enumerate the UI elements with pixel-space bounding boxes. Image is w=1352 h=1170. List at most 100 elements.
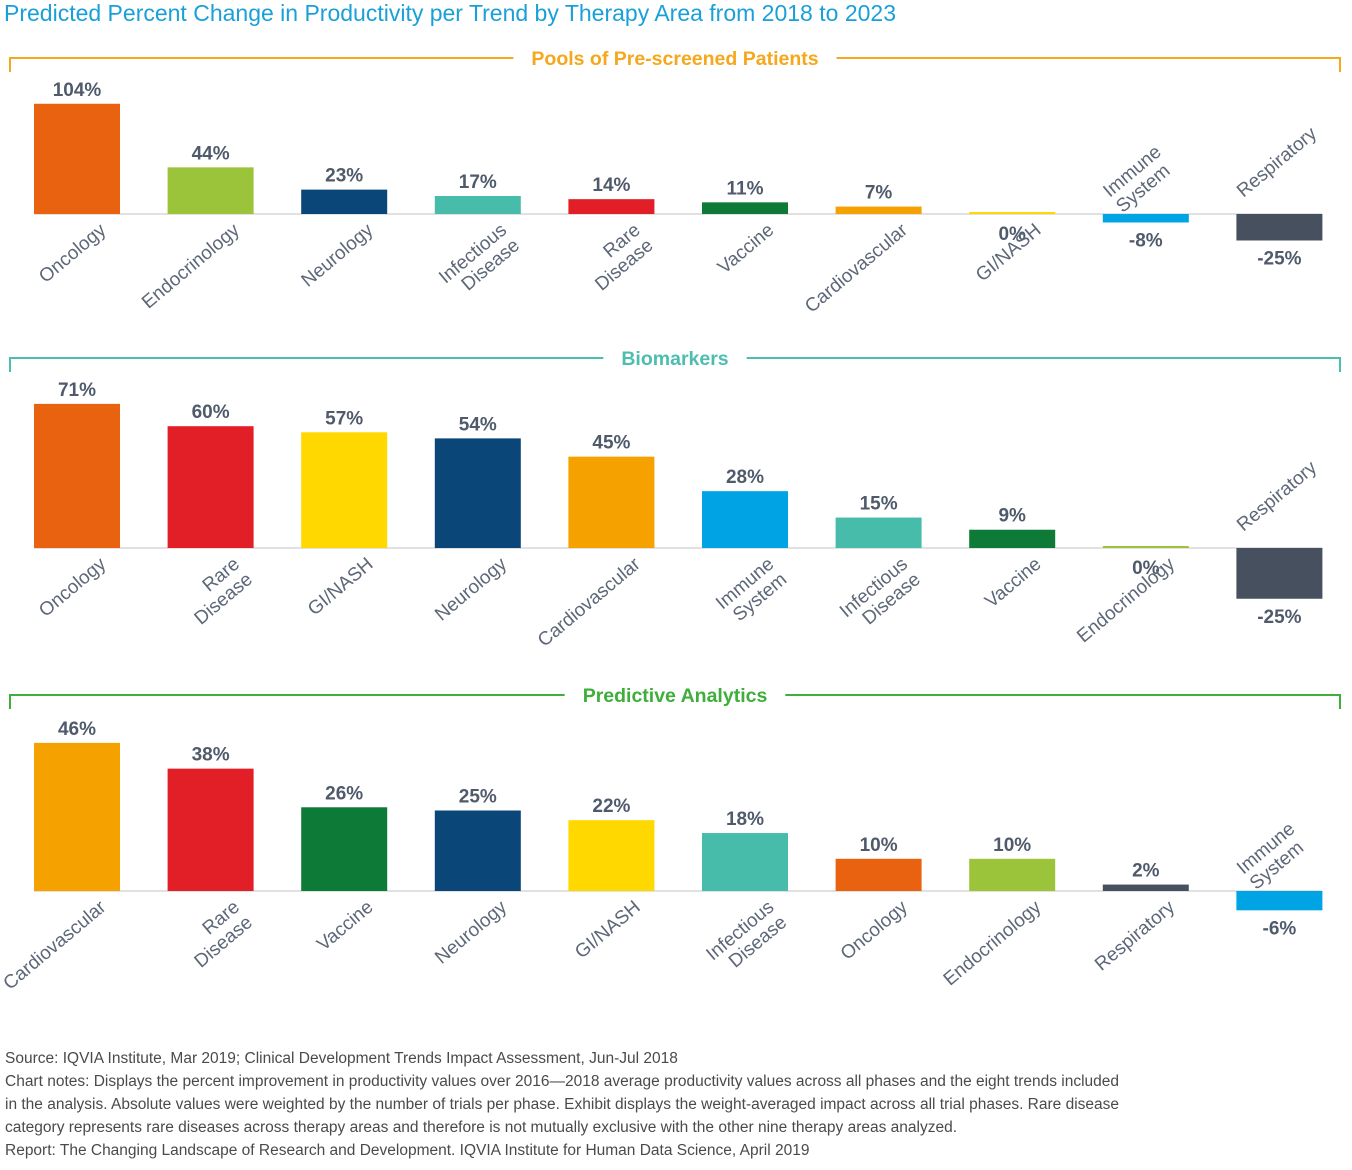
value-label: 17% <box>459 172 497 193</box>
panel-pools-of-pre-screened-patients: Pools of Pre-screened Patients 104% Oncolo… <box>9 48 1341 317</box>
bar-rare-disease <box>167 768 254 891</box>
panel-title: Predictive Analytics <box>583 685 768 707</box>
panel-title: Pools of Pre-screened Patients <box>531 48 818 70</box>
value-label: 18% <box>726 809 764 830</box>
bar-respiratory <box>1236 214 1323 241</box>
chart-note-line-2: in the analysis. Absolute values were we… <box>5 1096 1120 1113</box>
bar-vaccine <box>702 202 788 214</box>
category-label-respiratory: Respiratory <box>1091 896 1179 975</box>
category-label-infectious-disease: InfectiousDisease <box>435 220 524 304</box>
value-label: 7% <box>865 183 893 204</box>
value-label: 26% <box>325 783 363 804</box>
panel-biomarkers: Biomarkers 71% Oncology 60% RareDisease 57% GI… <box>9 348 1341 651</box>
bar-neurology <box>434 438 521 548</box>
category-label-immune-system: ImmuneSystem <box>1233 819 1312 895</box>
bar-infectious-disease <box>835 517 922 548</box>
value-label: 45% <box>592 433 630 454</box>
bar-cardiovascular <box>835 206 922 214</box>
category-label-oncology: Oncology <box>837 896 912 964</box>
category-label-endocrinology: Endocrinology <box>1073 553 1179 647</box>
category-label-endocrinology: Endocrinology <box>138 219 244 313</box>
bar-neurology <box>434 810 521 891</box>
bar-cardiovascular <box>34 742 120 891</box>
value-label: 10% <box>993 835 1031 856</box>
value-label: 57% <box>325 408 363 429</box>
bar-vaccine <box>969 529 1056 548</box>
panel-frame-right <box>836 57 1341 72</box>
bar-immune-system <box>1102 214 1189 223</box>
bar-cardiovascular <box>568 456 655 548</box>
footnotes: Source: IQVIA Institute, Mar 2019; Clini… <box>5 1047 1325 1162</box>
category-label-cardiovascular: Cardiovascular <box>534 553 645 651</box>
category-label-endocrinology: Endocrinology <box>940 896 1046 990</box>
category-label-cardiovascular: Cardiovascular <box>0 896 111 994</box>
value-label: 23% <box>325 166 363 187</box>
value-label: -6% <box>1263 918 1297 939</box>
bar-oncology <box>34 103 120 214</box>
value-label: -8% <box>1129 230 1163 251</box>
value-label: 0% <box>998 224 1026 245</box>
category-label-vaccine: Vaccine <box>313 897 377 956</box>
category-label-infectious-disease: InfectiousDisease <box>702 897 791 981</box>
bar-endocrinology <box>1102 546 1189 548</box>
source-note: Source: IQVIA Institute, Mar 2019; Clini… <box>5 1050 678 1067</box>
bar-infectious-disease <box>434 195 521 214</box>
value-label: 44% <box>192 143 230 164</box>
category-label-oncology: Oncology <box>35 553 110 621</box>
bar-endocrinology <box>969 858 1056 891</box>
bar-oncology <box>34 403 120 548</box>
value-label: 60% <box>192 402 230 423</box>
bar-endocrinology <box>167 167 254 214</box>
value-label: 10% <box>860 835 898 856</box>
panel-frame-left <box>9 694 565 709</box>
report-note: Report: The Changing Landscape of Resear… <box>5 1142 810 1159</box>
bar-infectious-disease <box>702 833 788 891</box>
category-label-cardiovascular: Cardiovascular <box>801 219 912 317</box>
value-label: 28% <box>726 467 764 488</box>
bar-respiratory <box>1236 548 1323 599</box>
chart-note-line-1: Chart notes: Displays the percent improv… <box>5 1073 1120 1090</box>
value-label: 46% <box>58 719 96 740</box>
category-label-rare-disease: RareDisease <box>178 897 257 973</box>
panel-frame-left <box>9 357 604 372</box>
bar-immune-system <box>1236 891 1323 911</box>
value-label: 15% <box>860 494 898 515</box>
category-label-immune-system: ImmuneSystem <box>1100 142 1179 218</box>
value-label: 38% <box>192 745 230 766</box>
category-label-infectious-disease: InfectiousDisease <box>836 554 925 638</box>
category-label-respiratory: Respiratory <box>1233 457 1321 536</box>
chart-note-line-3: category represents rare diseases across… <box>5 1119 958 1136</box>
category-label-gi-nash: GI/NASH <box>304 554 377 620</box>
category-label-vaccine: Vaccine <box>981 554 1045 613</box>
value-label: 0% <box>1132 558 1160 579</box>
panel-frame-right <box>785 694 1341 709</box>
value-label: 2% <box>1132 861 1160 882</box>
value-label: 71% <box>58 380 96 401</box>
bar-neurology <box>301 189 388 214</box>
category-label-neurology: Neurology <box>298 219 378 291</box>
bar-respiratory <box>1102 884 1189 891</box>
bar-oncology <box>835 858 922 891</box>
category-label-neurology: Neurology <box>431 553 511 625</box>
category-label-neurology: Neurology <box>431 896 511 968</box>
value-label: 104% <box>53 80 102 101</box>
category-label-vaccine: Vaccine <box>714 220 778 279</box>
value-label: 22% <box>592 796 630 817</box>
bar-gi-nash <box>969 212 1056 214</box>
bar-gi-nash <box>301 432 388 548</box>
category-label-gi-nash: GI/NASH <box>571 897 644 963</box>
category-label-immune-system: ImmuneSystem <box>712 554 791 630</box>
value-label: -25% <box>1257 249 1301 270</box>
bar-rare-disease <box>568 199 655 214</box>
value-label: 54% <box>459 414 497 435</box>
value-label: 9% <box>998 506 1026 527</box>
value-label: -25% <box>1257 607 1301 628</box>
category-label-rare-disease: RareDisease <box>178 554 257 630</box>
bar-immune-system <box>702 491 788 548</box>
panel-frame-left <box>9 57 514 72</box>
panel-predictive-analytics: Predictive Analytics 46% Cardiovascular 38%… <box>0 685 1341 994</box>
value-label: 11% <box>727 178 764 199</box>
chart-title: Predicted Percent Change in Productivity… <box>4 0 896 26</box>
category-label-respiratory: Respiratory <box>1233 123 1321 202</box>
chart-canvas: Pools of Pre-screened Patients 104% Oncolo… <box>0 48 1341 994</box>
